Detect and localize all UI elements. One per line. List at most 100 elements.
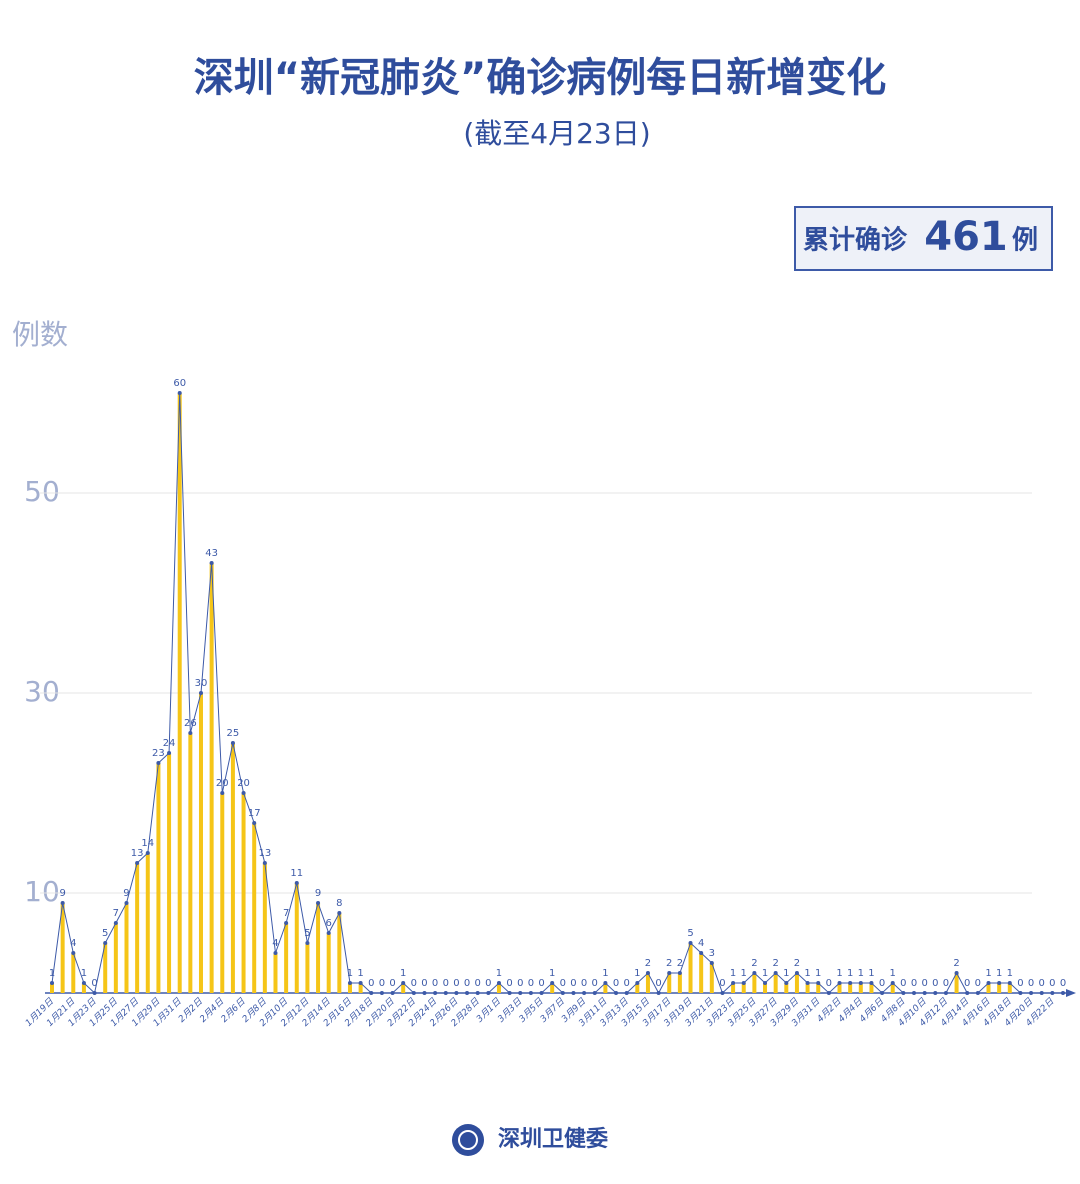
value-label: 2 [677, 958, 683, 969]
value-label: 1 [890, 968, 896, 979]
value-label: 0 [826, 978, 832, 989]
bar [81, 983, 86, 993]
bar [816, 983, 821, 993]
total-prefix: 累计确诊 [803, 225, 908, 256]
point [667, 971, 672, 975]
value-label: 0 [538, 978, 544, 989]
bar [858, 983, 863, 993]
point [943, 991, 948, 995]
point [507, 991, 512, 995]
value-label: 2 [666, 958, 672, 969]
chart-title: 深圳“新冠肺炎”确诊病例每日新增变化 [194, 55, 887, 101]
point [305, 941, 310, 945]
point [645, 971, 650, 975]
point [518, 991, 523, 995]
value-label: 1 [347, 968, 353, 979]
value-label: 1 [400, 968, 406, 979]
bar [167, 753, 172, 993]
value-label: 1 [549, 968, 555, 979]
x-axis-arrow [1066, 989, 1076, 997]
y-tick-label: 30 [24, 675, 60, 708]
footer-text: 深圳卫健委 [498, 1126, 608, 1152]
point [837, 981, 842, 985]
value-label: 2 [772, 958, 778, 969]
value-label: 1 [985, 968, 991, 979]
value-label: 1 [804, 968, 810, 979]
point [401, 981, 406, 985]
value-label: 0 [368, 978, 374, 989]
value-label: 1 [81, 968, 87, 979]
value-label: 0 [1039, 978, 1045, 989]
point [912, 991, 917, 995]
bar [252, 823, 257, 993]
point [262, 861, 267, 865]
value-label: 0 [411, 978, 417, 989]
point [975, 991, 980, 995]
value-label: 0 [570, 978, 576, 989]
point [124, 901, 129, 905]
point [869, 981, 874, 985]
bar [347, 983, 352, 993]
point [720, 991, 725, 995]
value-label: 1 [357, 968, 363, 979]
point [614, 991, 619, 995]
point [465, 991, 470, 995]
point [603, 981, 608, 985]
bar [71, 953, 76, 993]
bar [890, 983, 895, 993]
value-label: 20 [216, 778, 229, 789]
value-label: 0 [964, 978, 970, 989]
point [220, 791, 225, 795]
bar [198, 693, 203, 993]
value-label: 0 [506, 978, 512, 989]
value-label: 1 [496, 968, 502, 979]
value-label: 4 [272, 938, 278, 949]
value-label: 1 [762, 968, 768, 979]
value-label: 1 [858, 968, 864, 979]
value-label: 1 [49, 968, 55, 979]
value-label: 60 [173, 378, 186, 389]
bar [773, 973, 778, 993]
point [880, 991, 885, 995]
point [933, 991, 938, 995]
point [273, 951, 278, 955]
bar [784, 983, 789, 993]
value-label: 4 [70, 938, 76, 949]
bar [1007, 983, 1012, 993]
bar [294, 883, 299, 993]
footer-logo [452, 1124, 484, 1156]
value-label: 0 [581, 978, 587, 989]
value-label: 0 [560, 978, 566, 989]
point [496, 981, 501, 985]
point [241, 791, 246, 795]
point [741, 981, 746, 985]
bar [316, 903, 321, 993]
point [858, 981, 863, 985]
point [145, 851, 150, 855]
bar [869, 983, 874, 993]
value-label: 43 [205, 548, 218, 559]
value-label: 1 [815, 968, 821, 979]
point [81, 981, 86, 985]
bar [709, 963, 714, 993]
bar [305, 943, 310, 993]
point [209, 561, 214, 565]
bar [220, 793, 225, 993]
point [773, 971, 778, 975]
value-label: 13 [258, 848, 271, 859]
value-label: 0 [975, 978, 981, 989]
value-label: 0 [719, 978, 725, 989]
point [230, 741, 235, 745]
value-label: 5 [304, 928, 310, 939]
value-label: 1 [602, 968, 608, 979]
value-label: 1 [1007, 968, 1013, 979]
bar [401, 983, 406, 993]
value-label: 0 [421, 978, 427, 989]
bar [358, 983, 363, 993]
value-label: 1 [847, 968, 853, 979]
value-label: 0 [485, 978, 491, 989]
value-label: 9 [315, 888, 321, 899]
point [71, 951, 76, 955]
value-label: 1 [634, 968, 640, 979]
